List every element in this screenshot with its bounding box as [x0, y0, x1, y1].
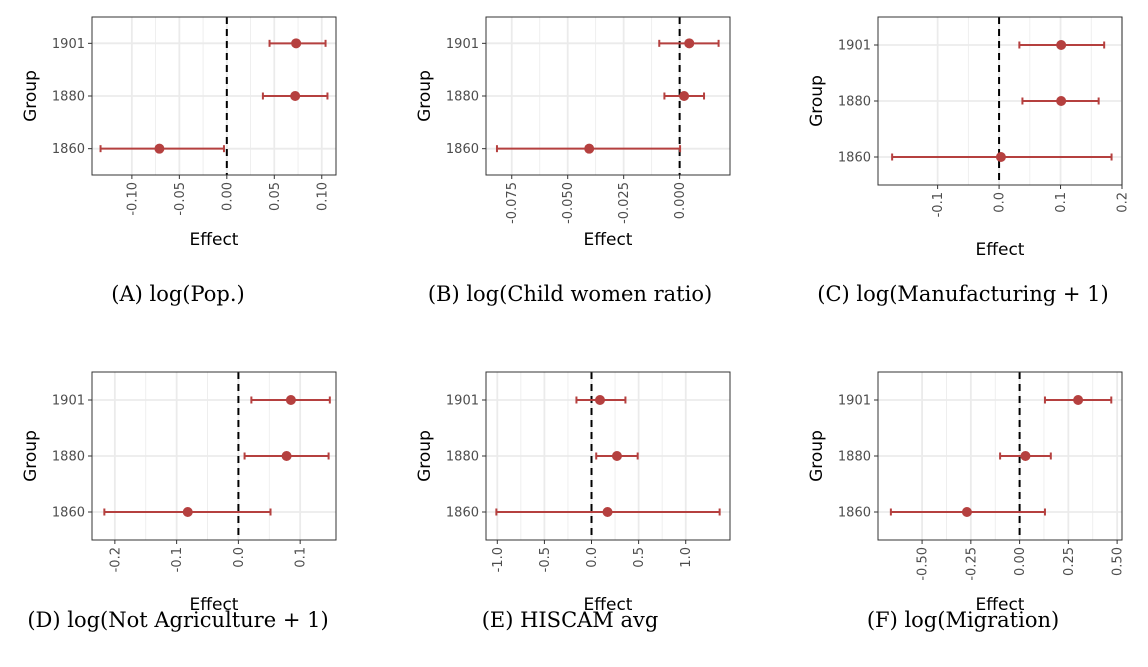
x-tick-label: 0.5: [632, 547, 647, 568]
estimate-point: [1056, 96, 1067, 106]
x-tick-label: -0.050: [561, 182, 576, 224]
x-tick-label: 0.05: [268, 182, 283, 211]
x-tick-label: -0.075: [505, 182, 520, 224]
y-tick-label: 1880: [838, 95, 871, 110]
y-tick-label: 1860: [52, 506, 85, 521]
estimate-point: [679, 91, 690, 101]
x-tick-label: 0.25: [1062, 547, 1077, 576]
panel-caption: (B) log(Child women ratio): [428, 282, 712, 306]
x-axis-title: Effect: [584, 595, 633, 615]
estimate-point: [290, 91, 301, 101]
panel-f: 1901 1880 1860 -0.50 -0.25 0.00 0.25 0.50 Effect…: [807, 371, 1126, 632]
x-tick-label: 0.0: [232, 547, 247, 568]
x-tick-label: 1.0: [679, 547, 694, 568]
y-axis-title: Group: [21, 430, 41, 482]
panel-c: 1901 1880 1860 -0.1 0.0 0.1 0.2 Effect Group (C) …: [807, 16, 1131, 306]
estimate-point: [602, 507, 613, 517]
y-tick-label: 1901: [446, 37, 479, 52]
x-tick-label: -0.5: [538, 547, 553, 572]
estimate-point: [594, 395, 605, 405]
y-tick-label: 1860: [838, 151, 871, 166]
x-tick-label: -0.50: [916, 547, 931, 581]
estimate-point: [995, 152, 1006, 162]
y-tick-label: 1860: [446, 506, 479, 521]
x-tick-label: -0.2: [108, 547, 123, 572]
x-axis-title: Effect: [976, 240, 1025, 260]
panel-b: 1901 1880 1860 -0.075 -0.050 -0.025 0.000 Effec…: [415, 16, 731, 306]
y-tick-label: 1901: [52, 394, 85, 409]
x-tick-label: 0.00: [220, 182, 235, 211]
estimate-point: [1073, 395, 1084, 405]
x-axis-title: Effect: [190, 230, 239, 250]
x-tick-label: -0.1: [170, 547, 185, 572]
y-tick-label: 1901: [446, 394, 479, 409]
y-tick-label: 1880: [52, 90, 85, 105]
estimate-point: [182, 507, 193, 517]
y-tick-label: 1880: [446, 450, 479, 465]
y-axis-title: Group: [415, 430, 435, 482]
panel-caption: (A) log(Pop.): [111, 282, 244, 306]
x-tick-label: 0.1: [1054, 192, 1069, 213]
y-axis-title: Group: [21, 70, 41, 122]
panel-a: 1901 1880 1860 -0.10 -0.05 0.00 0.05 0.10 Effect…: [21, 16, 337, 306]
x-tick-label: 0.1: [294, 547, 309, 568]
x-tick-label: 0.50: [1111, 547, 1126, 576]
estimate-point: [611, 451, 622, 461]
panel-caption: (D) log(Not Agriculture + 1): [27, 608, 328, 632]
panel-e: 1901 1880 1860 -1.0 -0.5 0.0 0.5 1.0 Effect Group…: [415, 371, 731, 632]
panel-d: 1901 1880 1860 -0.2 -0.1 0.0 0.1 Effect Group (D)…: [21, 371, 337, 632]
y-tick-label: 1860: [446, 142, 479, 157]
y-axis-title: Group: [807, 430, 827, 482]
panel-caption: (E) HISCAM avg: [482, 608, 659, 632]
x-tick-label: -0.10: [125, 182, 140, 216]
y-tick-label: 1860: [52, 142, 85, 157]
estimate-point: [281, 451, 292, 461]
panel-caption: (C) log(Manufacturing + 1): [817, 282, 1108, 306]
estimate-point: [684, 38, 695, 49]
y-tick-label: 1880: [446, 90, 479, 105]
estimate-point: [1020, 451, 1031, 461]
estimate-point: [584, 143, 595, 154]
x-tick-label: 0.10: [315, 182, 330, 211]
estimate-point: [961, 507, 972, 517]
y-tick-label: 1901: [838, 39, 871, 54]
estimate-point: [285, 395, 296, 405]
x-tick-label: -0.25: [964, 547, 979, 581]
x-tick-label: -1.0: [491, 547, 506, 572]
x-tick-label: 0.0: [585, 547, 600, 568]
y-tick-label: 1860: [838, 506, 871, 521]
y-tick-label: 1880: [52, 450, 85, 465]
y-tick-label: 1901: [52, 37, 85, 52]
x-axis-title: Effect: [976, 595, 1025, 615]
y-tick-label: 1880: [838, 450, 871, 465]
panel-caption: (F) log(Migration): [867, 608, 1059, 632]
x-tick-label: -0.025: [617, 182, 632, 224]
y-axis-title: Group: [807, 75, 827, 127]
x-tick-label: 0.0: [993, 192, 1008, 213]
estimate-point: [154, 143, 165, 154]
x-tick-label: 0.2: [1116, 192, 1131, 213]
x-tick-label: -0.05: [173, 182, 188, 216]
x-axis-title: Effect: [584, 230, 633, 250]
x-tick-label: 0.00: [1013, 547, 1028, 576]
estimate-point: [291, 38, 302, 49]
x-tick-label: -0.1: [931, 192, 946, 217]
x-tick-label: 0.000: [673, 182, 688, 219]
y-axis-title: Group: [415, 70, 435, 122]
y-tick-label: 1901: [838, 394, 871, 409]
estimate-point: [1056, 40, 1067, 50]
x-axis-title: Effect: [190, 595, 239, 615]
